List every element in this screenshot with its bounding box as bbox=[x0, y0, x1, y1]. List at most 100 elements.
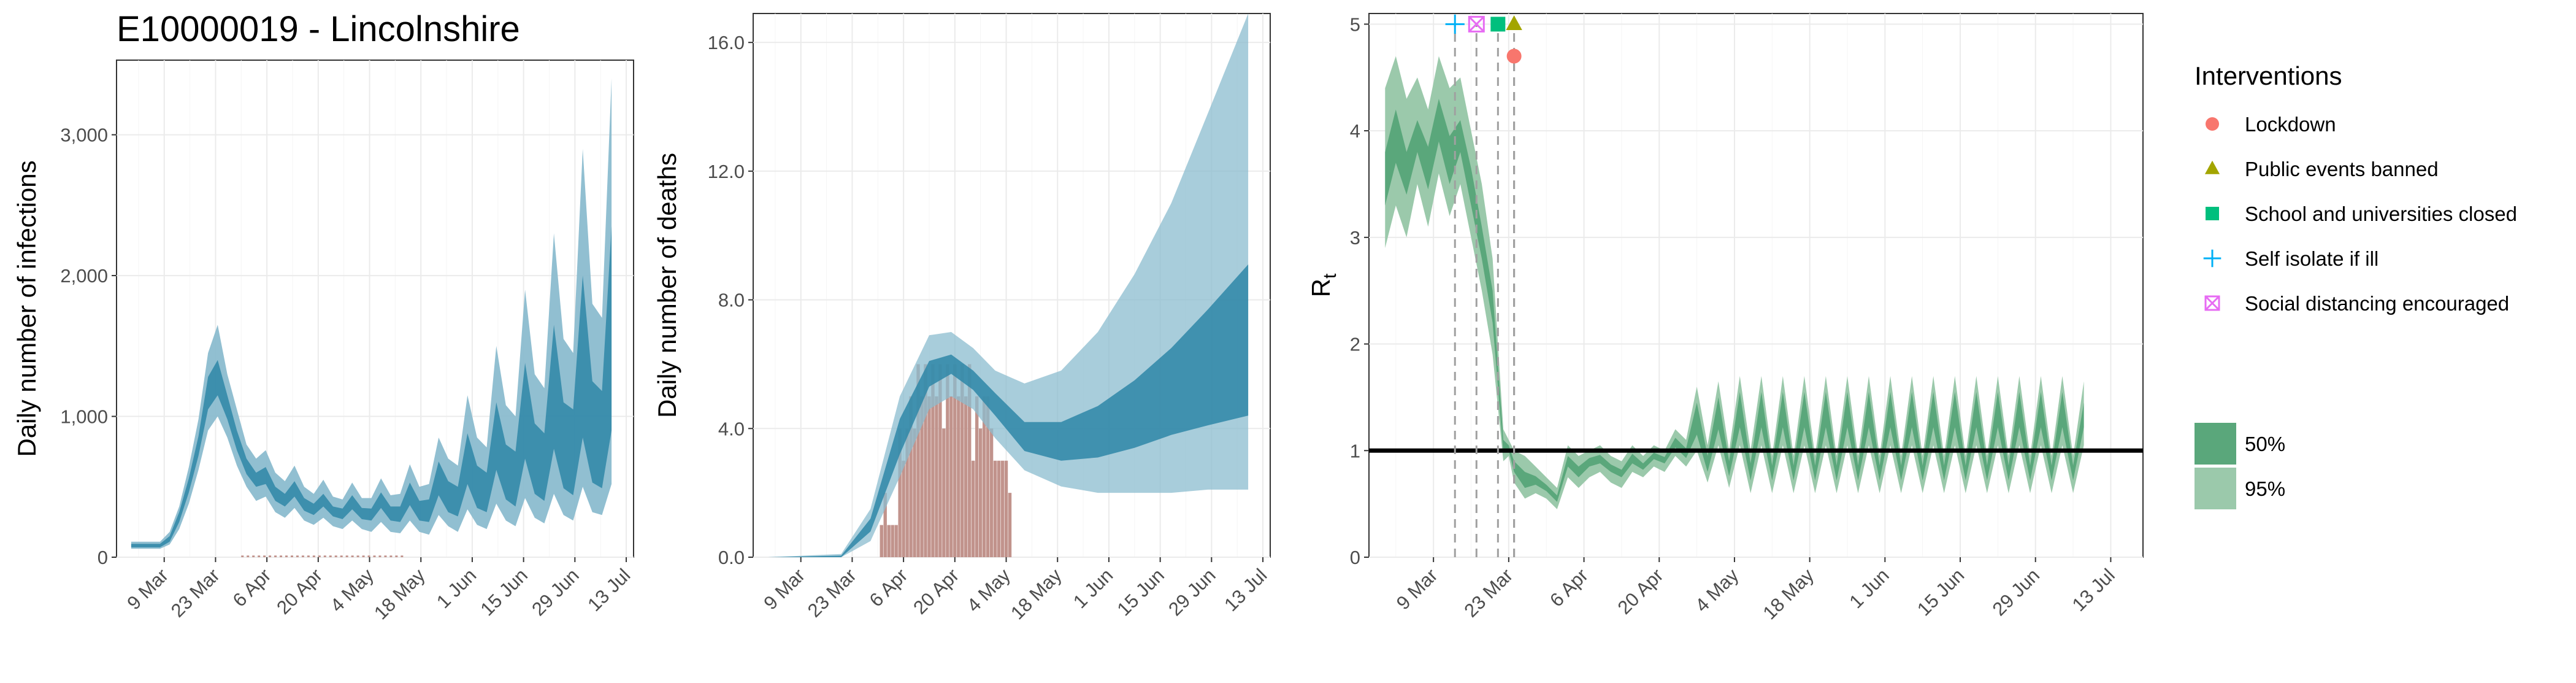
x-tick-label: 1 Jun bbox=[1069, 565, 1117, 612]
x-tick-label: 20 Apr bbox=[1614, 565, 1668, 619]
observed-cases-bar bbox=[384, 555, 387, 557]
observed-deaths-bar bbox=[891, 525, 894, 557]
rt-y-label: Rt bbox=[1306, 273, 1340, 297]
observed-deaths-bar bbox=[953, 364, 957, 557]
rt-95-band bbox=[1385, 56, 2084, 509]
observed-deaths-bar bbox=[938, 364, 942, 557]
observed-deaths-bar bbox=[960, 364, 964, 557]
x-tick-label: 15 Jun bbox=[1913, 565, 1969, 620]
y-tick-label: 0 bbox=[1350, 547, 1360, 568]
observed-deaths-bar bbox=[942, 428, 946, 557]
observed-cases-bar bbox=[345, 555, 348, 557]
observed-cases-bar bbox=[378, 555, 381, 557]
y-tick-label: 3 bbox=[1350, 227, 1360, 249]
legend-ci-swatch bbox=[2195, 468, 2236, 509]
observed-cases-bar bbox=[362, 555, 365, 557]
y-tick-label: 2,000 bbox=[60, 265, 108, 287]
x-tick-label: 13 Jul bbox=[583, 565, 634, 615]
y-tick-label: 1 bbox=[1350, 440, 1360, 461]
x-tick-label: 15 Jun bbox=[477, 565, 532, 620]
legend-title: Interventions bbox=[2195, 61, 2342, 90]
x-tick-label: 18 May bbox=[1758, 564, 1818, 623]
observed-cases-bar bbox=[241, 555, 244, 557]
observed-deaths-bar bbox=[880, 525, 883, 557]
schools-marker bbox=[1490, 17, 1506, 32]
x-tick-label: 13 Jul bbox=[2068, 565, 2119, 615]
x-tick-label: 20 Apr bbox=[909, 565, 963, 619]
deaths-y-label: Daily number of deaths bbox=[653, 153, 681, 418]
observed-deaths-bar bbox=[916, 364, 920, 557]
observed-deaths-bar bbox=[986, 396, 990, 557]
observed-deaths-bar bbox=[920, 396, 924, 557]
observed-deaths-bar bbox=[887, 525, 891, 557]
observed-deaths-bar bbox=[949, 396, 953, 557]
infections-50-band bbox=[131, 226, 612, 547]
legend-ci-label: 50% bbox=[2245, 433, 2285, 455]
observed-deaths-bar bbox=[1004, 460, 1008, 557]
y-tick-label: 4 bbox=[1350, 120, 1360, 142]
observed-cases-bar bbox=[285, 555, 288, 557]
observed-deaths-bar bbox=[902, 460, 905, 557]
legend-item-label: Public events banned bbox=[2245, 158, 2439, 180]
x-tick-label: 18 May bbox=[1006, 564, 1066, 623]
observed-deaths-bar bbox=[989, 428, 994, 557]
infections-y-label: Daily number of infections bbox=[12, 160, 41, 457]
lockdown-marker bbox=[2206, 117, 2219, 131]
observed-deaths-bar bbox=[927, 396, 931, 557]
observed-deaths-bar bbox=[905, 428, 909, 557]
rt-y-label-sub: t bbox=[1320, 273, 1340, 279]
legend: Interventions Lockdown Public events bann… bbox=[2195, 61, 2517, 509]
observed-deaths-bar bbox=[1000, 460, 1005, 557]
observed-cases-bar bbox=[247, 555, 250, 557]
observed-cases-bar bbox=[252, 555, 255, 557]
y-tick-label: 12.0 bbox=[708, 161, 745, 182]
infections-y-ticks: 0 1,000 2,000 3,000 bbox=[60, 125, 117, 568]
deaths-y-ticks: 0.0 4.0 8.0 12.0 16.0 bbox=[708, 32, 753, 568]
observed-cases-bar bbox=[258, 555, 261, 557]
observed-deaths-bar bbox=[883, 493, 887, 557]
self-isolate-marker bbox=[1445, 14, 1465, 34]
infections-95-band bbox=[131, 78, 612, 549]
social-distancing-marker bbox=[2204, 295, 2220, 311]
x-tick-label: 9 Mar bbox=[123, 565, 172, 614]
observed-deaths-bar bbox=[935, 396, 938, 557]
y-tick-label: 8.0 bbox=[718, 290, 745, 311]
deaths-series bbox=[767, 14, 1249, 557]
observed-deaths-bar bbox=[968, 364, 972, 557]
y-tick-label: 0.0 bbox=[718, 547, 745, 568]
observed-cases-bar bbox=[395, 555, 398, 557]
x-tick-label: 1 Jun bbox=[432, 565, 480, 612]
x-tick-label: 9 Mar bbox=[759, 565, 809, 614]
observed-deaths-bar bbox=[964, 396, 968, 557]
observed-cases-bar bbox=[301, 555, 304, 557]
observed-cases-bar bbox=[296, 555, 299, 557]
observed-deaths-bar bbox=[894, 525, 898, 557]
y-tick-label: 0 bbox=[98, 547, 108, 568]
public-events-marker bbox=[1506, 15, 1522, 30]
rt-series bbox=[1369, 14, 2143, 557]
legend-ci-swatch bbox=[2195, 423, 2236, 465]
legend-ci-label: 95% bbox=[2245, 477, 2285, 500]
observed-deaths-bar bbox=[931, 364, 935, 557]
observed-deaths-bar bbox=[1008, 493, 1012, 557]
observed-cases-bar bbox=[318, 555, 321, 557]
legend-item-label: Social distancing encouraged bbox=[2245, 292, 2509, 315]
observed-cases-bar bbox=[263, 555, 266, 557]
x-tick-label: 4 May bbox=[1691, 564, 1743, 616]
observed-cases-bar bbox=[307, 555, 310, 557]
x-tick-label: 1 Jun bbox=[1845, 565, 1893, 612]
observed-cases-bar bbox=[389, 555, 393, 557]
x-tick-label: 23 Mar bbox=[803, 565, 861, 622]
observed-deaths-bar bbox=[946, 364, 949, 557]
y-tick-label: 3,000 bbox=[60, 125, 108, 146]
x-tick-label: 6 Apr bbox=[865, 565, 912, 611]
rt-panel: 0 1 2 3 4 5 9 Mar 23 Mar 6 Apr 20 Apr 4 May 18 May… bbox=[1306, 13, 2144, 623]
x-tick-label: 6 Apr bbox=[229, 565, 275, 611]
observed-deaths-bar bbox=[997, 460, 1001, 557]
observed-cases-bar bbox=[373, 555, 376, 557]
social-distancing-marker bbox=[1468, 15, 1485, 33]
observed-cases-bar bbox=[323, 555, 326, 557]
